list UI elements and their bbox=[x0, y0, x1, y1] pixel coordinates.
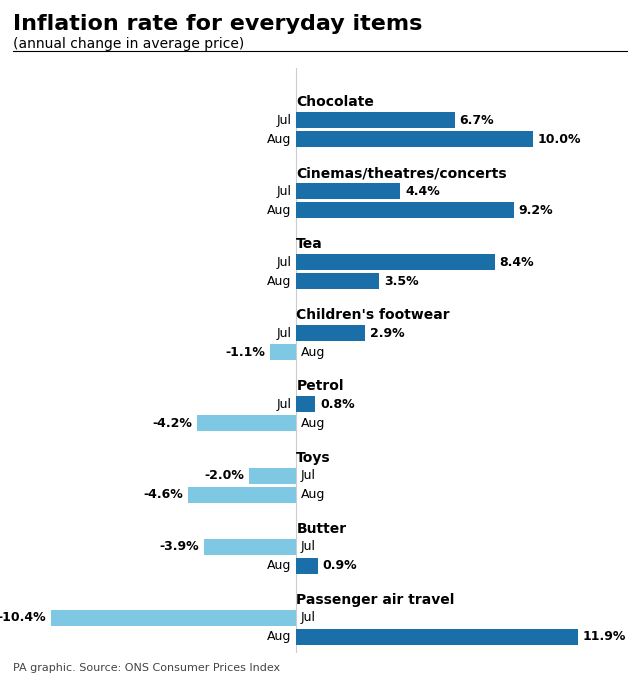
Text: Jul: Jul bbox=[301, 469, 316, 482]
Bar bbox=[296, 202, 514, 218]
Text: -2.0%: -2.0% bbox=[205, 469, 244, 482]
Text: Aug: Aug bbox=[301, 417, 326, 430]
Text: Jul: Jul bbox=[276, 327, 292, 340]
Text: Jul: Jul bbox=[276, 185, 292, 198]
Bar bbox=[204, 539, 296, 555]
Bar bbox=[296, 254, 495, 270]
Text: Petrol: Petrol bbox=[296, 379, 344, 394]
Text: Inflation rate for everyday items: Inflation rate for everyday items bbox=[13, 14, 422, 33]
Text: Tea: Tea bbox=[296, 237, 323, 251]
Text: -1.1%: -1.1% bbox=[226, 346, 266, 359]
Text: 6.7%: 6.7% bbox=[460, 114, 494, 126]
Text: -4.2%: -4.2% bbox=[152, 417, 193, 430]
Text: 11.9%: 11.9% bbox=[582, 630, 626, 643]
Bar bbox=[296, 325, 365, 341]
Text: -4.6%: -4.6% bbox=[143, 488, 183, 501]
Bar bbox=[249, 468, 296, 483]
Text: Aug: Aug bbox=[301, 488, 326, 501]
Text: Passenger air travel: Passenger air travel bbox=[296, 593, 455, 607]
Bar bbox=[296, 112, 454, 128]
Text: Aug: Aug bbox=[268, 133, 292, 146]
Text: Jul: Jul bbox=[276, 398, 292, 411]
Text: Cinemas/theatres/concerts: Cinemas/theatres/concerts bbox=[296, 166, 507, 180]
Text: Jul: Jul bbox=[276, 256, 292, 269]
Text: 2.9%: 2.9% bbox=[370, 327, 404, 340]
Text: Aug: Aug bbox=[268, 559, 292, 572]
Bar bbox=[197, 415, 296, 432]
Text: (annual change in average price): (annual change in average price) bbox=[13, 37, 244, 52]
Text: Aug: Aug bbox=[268, 204, 292, 217]
Text: Children's footwear: Children's footwear bbox=[296, 308, 450, 322]
Text: Chocolate: Chocolate bbox=[296, 95, 374, 109]
Text: Jul: Jul bbox=[276, 114, 292, 126]
Text: Aug: Aug bbox=[301, 346, 326, 359]
Text: Jul: Jul bbox=[301, 540, 316, 553]
Text: Butter: Butter bbox=[296, 522, 346, 536]
Bar bbox=[188, 487, 296, 503]
Bar bbox=[296, 558, 317, 574]
Text: Aug: Aug bbox=[268, 275, 292, 288]
Text: 3.5%: 3.5% bbox=[384, 275, 419, 288]
Text: 10.0%: 10.0% bbox=[538, 133, 581, 146]
Text: -10.4%: -10.4% bbox=[0, 611, 46, 624]
Bar bbox=[296, 273, 379, 289]
Bar bbox=[296, 183, 401, 199]
Bar bbox=[51, 610, 296, 626]
Bar bbox=[296, 629, 577, 645]
Text: 9.2%: 9.2% bbox=[518, 204, 553, 217]
Text: Aug: Aug bbox=[268, 630, 292, 643]
Text: Jul: Jul bbox=[301, 611, 316, 624]
Bar bbox=[296, 396, 316, 413]
Text: PA graphic. Source: ONS Consumer Prices Index: PA graphic. Source: ONS Consumer Prices … bbox=[13, 663, 280, 673]
Bar bbox=[296, 131, 532, 147]
Text: -3.9%: -3.9% bbox=[160, 540, 200, 553]
Text: Toys: Toys bbox=[296, 451, 331, 464]
Text: 4.4%: 4.4% bbox=[405, 185, 440, 198]
Bar bbox=[270, 344, 296, 360]
Text: 8.4%: 8.4% bbox=[500, 256, 534, 269]
Text: 0.8%: 0.8% bbox=[320, 398, 355, 411]
Text: 0.9%: 0.9% bbox=[323, 559, 357, 572]
